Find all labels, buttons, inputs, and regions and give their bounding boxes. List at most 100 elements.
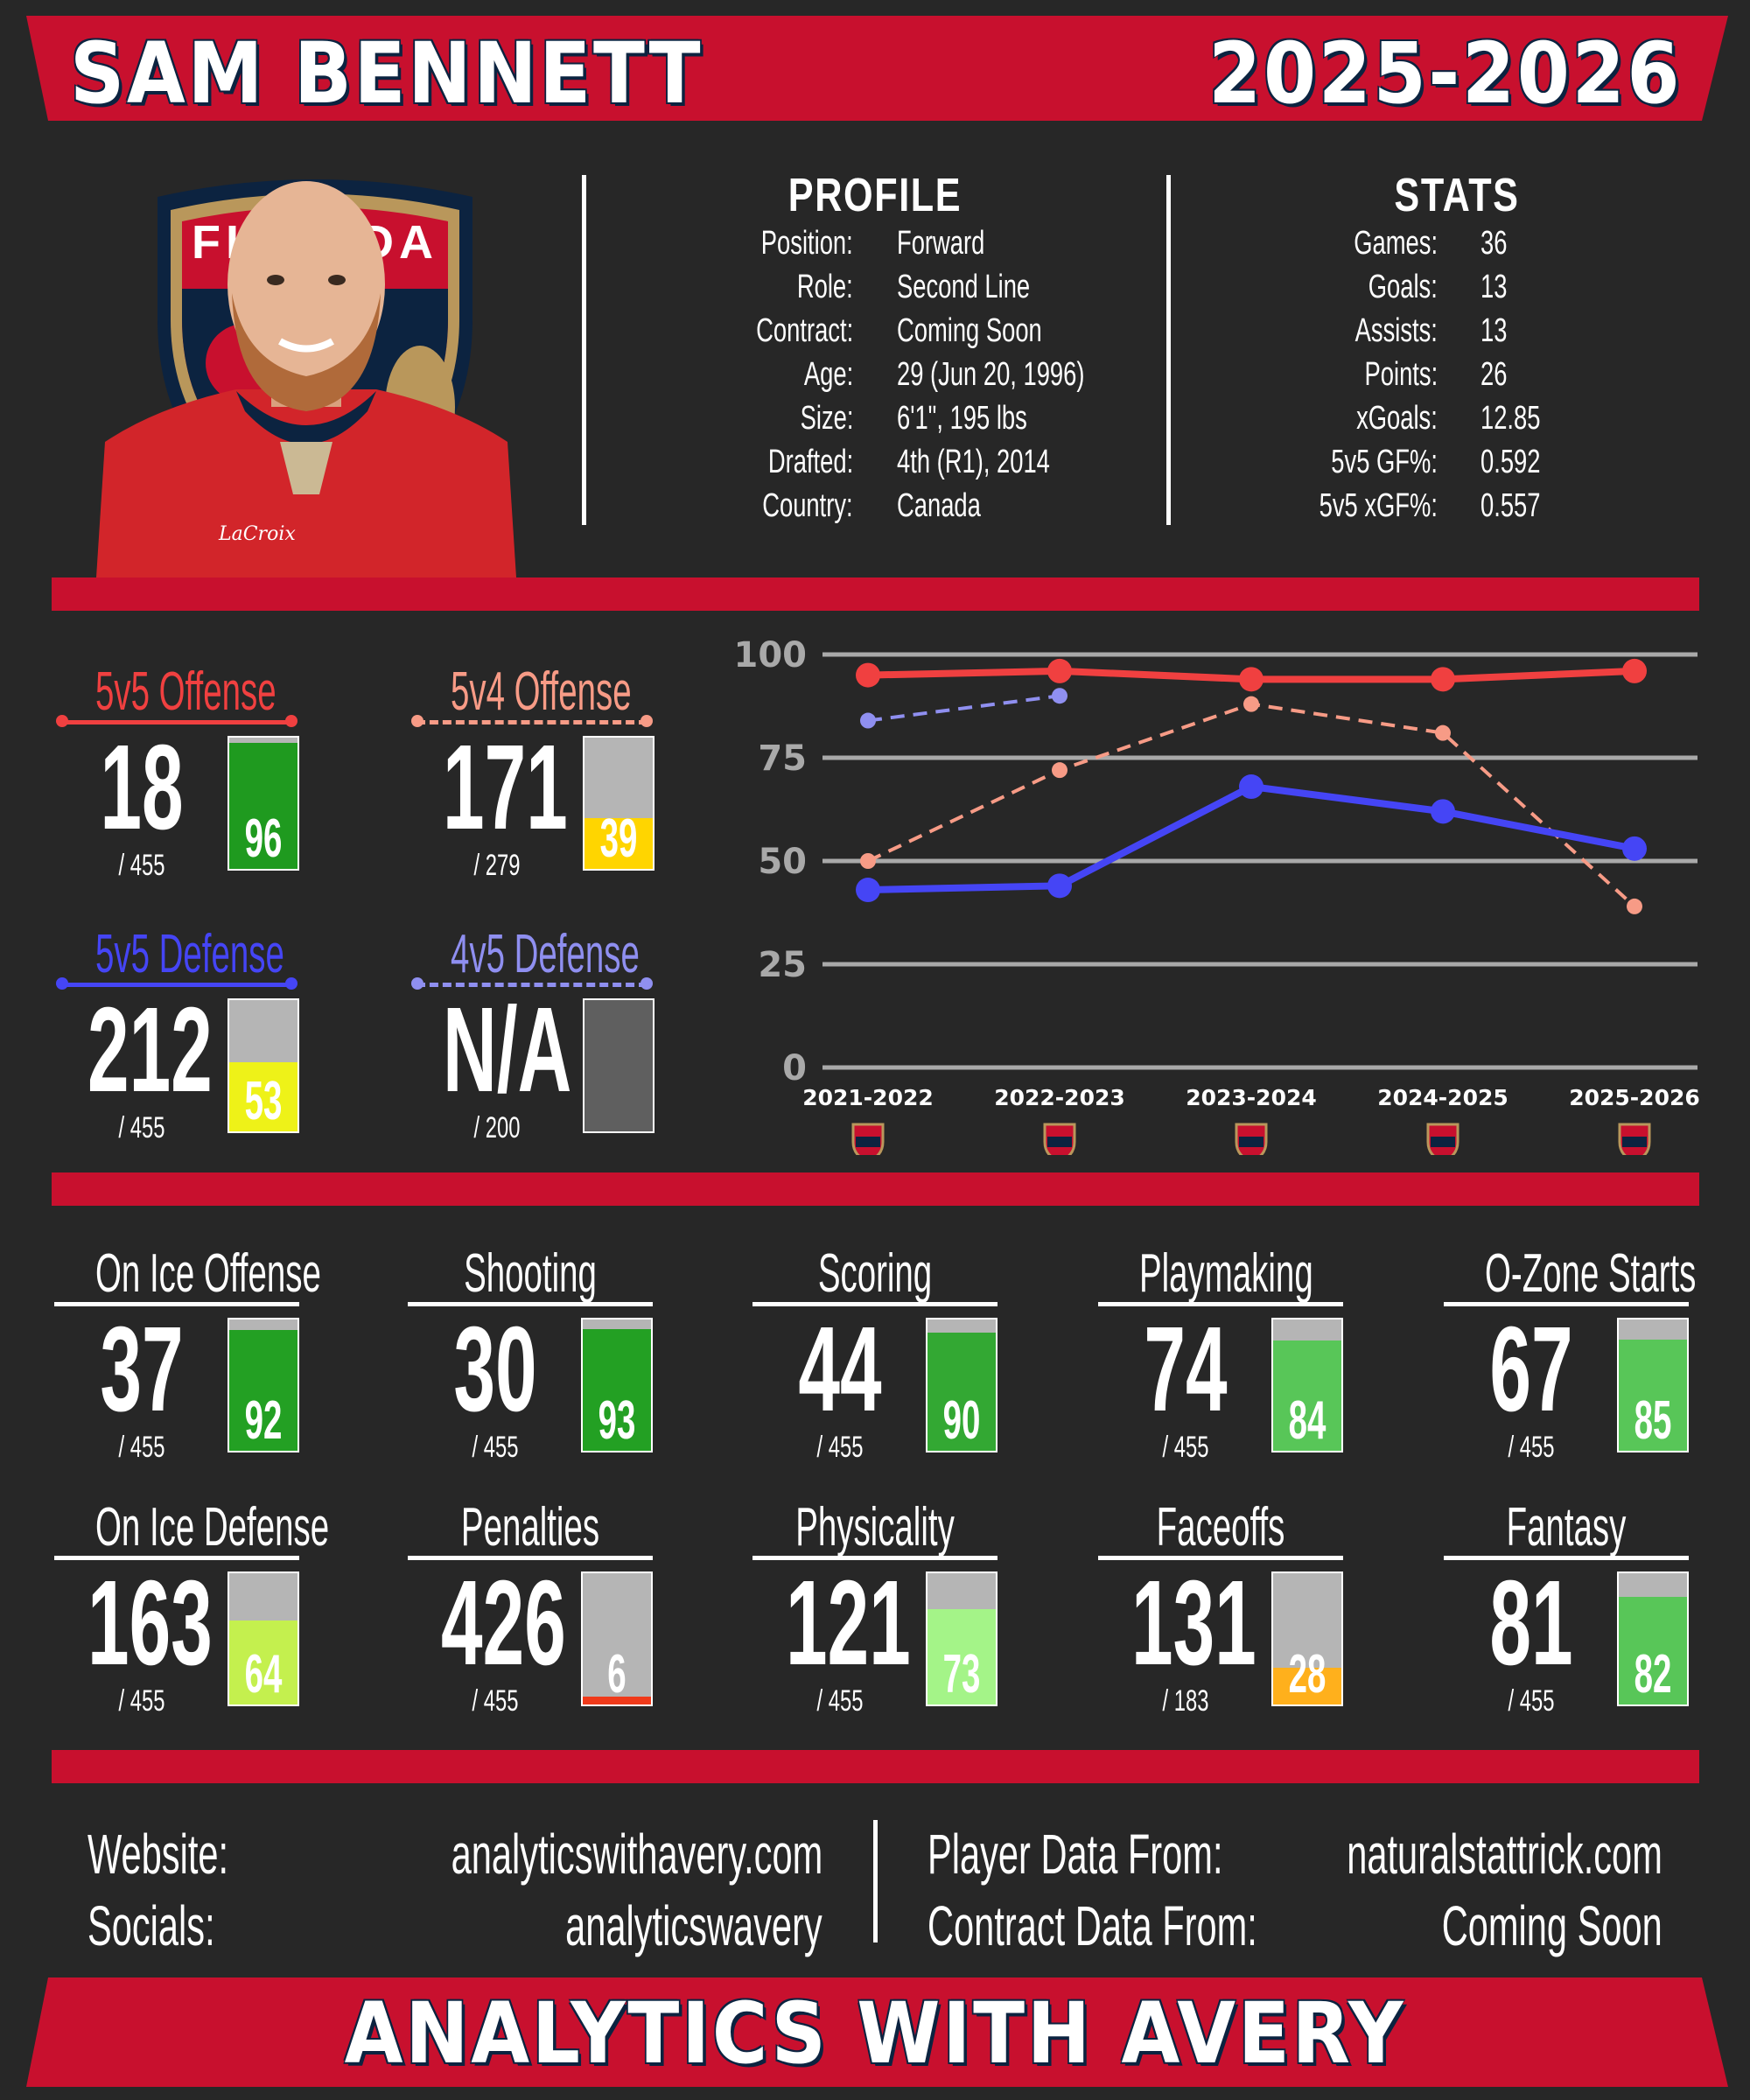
metric-total: / 455 — [816, 1684, 864, 1718]
metric-title: 5v5 Offense — [95, 662, 276, 722]
percentile-fill — [583, 1697, 651, 1704]
metric-title: On Ice Defense — [95, 1497, 330, 1558]
stats-label: Points: — [1364, 356, 1438, 393]
percentile-bar: 96 — [228, 736, 299, 871]
metric-total: / 455 — [1162, 1431, 1209, 1464]
stats-value: 13 — [1480, 269, 1508, 305]
percentile-bar: 82 — [1617, 1572, 1689, 1706]
metric-card: Physicality 121/ 455 73 — [752, 1496, 1006, 1724]
y-tick-label: 25 — [758, 945, 807, 985]
stats-label: xGoals: — [1356, 400, 1438, 437]
metric-card: Shooting 30/ 455 93 — [408, 1242, 662, 1470]
data-point — [860, 853, 876, 869]
profile-label: Drafted: — [767, 444, 853, 480]
data-point — [1627, 898, 1642, 914]
percentile-fill — [583, 1328, 651, 1451]
percentile-value: 92 — [244, 1390, 283, 1451]
stats-label: Games: — [1354, 225, 1438, 262]
percentile-value: 73 — [942, 1644, 981, 1704]
percentile-bar: 92 — [228, 1318, 299, 1452]
stats-value: 26 — [1480, 356, 1508, 393]
percentile-value: 90 — [942, 1390, 981, 1451]
stats-value: 36 — [1480, 225, 1508, 262]
metric-rank: 163 — [88, 1556, 213, 1690]
percentile-bar: 73 — [926, 1572, 998, 1706]
underline-dot — [285, 977, 298, 990]
stats-label: 5v5 GF%: — [1331, 444, 1438, 480]
website-link[interactable]: analyticswithavery.com — [451, 1823, 822, 1886]
percentile-fill — [229, 1061, 298, 1131]
metric-rank: 131 — [1131, 1556, 1256, 1690]
percentile-value: 96 — [244, 808, 283, 869]
percentile-value: 6 — [607, 1644, 626, 1704]
player-data-label: Player Data From: — [928, 1823, 1223, 1886]
percentile-value: 93 — [598, 1390, 636, 1451]
metric-total: / 455 — [118, 1684, 165, 1718]
stats-label: 5v5 xGF%: — [1319, 487, 1438, 524]
brand-title: ANALYTICS WITH AVERY — [344, 1984, 1406, 2082]
percentile-bar: 6 — [581, 1572, 653, 1706]
metric-underline — [416, 983, 648, 987]
profile-value: Coming Soon — [897, 312, 1042, 349]
metric-card: Playmaking 74/ 455 84 — [1098, 1242, 1352, 1470]
data-point — [1622, 658, 1647, 683]
metric-title: On Ice Offense — [95, 1243, 321, 1304]
data-point — [1239, 774, 1264, 800]
divider-right — [1166, 175, 1171, 525]
data-point — [856, 662, 880, 688]
stats-label: Goals: — [1368, 269, 1438, 305]
player-data-source[interactable]: naturalstattrick.com — [1347, 1823, 1662, 1886]
data-point — [1239, 667, 1264, 692]
metric-underline — [752, 1302, 998, 1306]
percentile-fill — [229, 1330, 298, 1451]
profile-label: Contract: — [755, 312, 853, 349]
metric-card: On Ice Defense 163/ 455 64 — [54, 1496, 330, 1724]
percentile-fill — [584, 1000, 653, 1131]
metric-rank: 37 — [100, 1302, 184, 1437]
profile-value: 6'1", 195 lbs — [897, 400, 1027, 437]
metric-title: O-Zone Starts — [1485, 1243, 1697, 1304]
underline-dot — [285, 715, 298, 727]
percentile-history-chart: 0 25 50 75 100 2021-2022 2022-2023 2023-2024 202… — [734, 635, 1700, 1155]
metric-rank: 74 — [1144, 1302, 1228, 1437]
y-tick-label: 75 — [758, 738, 807, 779]
metric-rank: 171 — [443, 720, 568, 855]
percentile-value: 28 — [1288, 1644, 1326, 1704]
season-label: 2025-2026 — [1208, 24, 1682, 122]
headshot: FLORIDA LaCroix — [88, 162, 525, 578]
metric-title: Faceoffs — [1156, 1497, 1285, 1558]
metric-title: 4v5 Defense — [451, 924, 640, 984]
metric-total: / 455 — [118, 1431, 165, 1464]
contract-data-label: Contract Data From: — [928, 1894, 1257, 1957]
metric-title: Physicality — [795, 1497, 955, 1558]
percentile-bar: 28 — [1271, 1572, 1343, 1706]
underline-dot — [411, 977, 424, 990]
profile-value: 29 (Jun 20, 1996) — [897, 356, 1085, 393]
percentile-value: 85 — [1634, 1390, 1672, 1451]
metric-card: Penalties 426/ 455 6 — [408, 1496, 662, 1724]
percentile-fill — [229, 1620, 298, 1704]
data-point — [1052, 688, 1068, 704]
metric-rank: 44 — [798, 1302, 882, 1437]
stats-label: Assists: — [1354, 312, 1438, 349]
percentile-bar: 53 — [228, 998, 299, 1133]
metric-rank: 81 — [1489, 1556, 1573, 1690]
metric-underline — [1098, 1556, 1343, 1560]
metric-card: 5v5 Defense 212/ 455 53 — [54, 923, 308, 1151]
contract-data-source: Coming Soon — [1441, 1894, 1662, 1957]
underline-dot — [640, 977, 653, 990]
x-tick-label: 2021-2022 — [802, 1085, 934, 1110]
metric-underline — [752, 1556, 998, 1560]
data-point — [1435, 724, 1451, 741]
percentile-value: 82 — [1634, 1644, 1672, 1704]
stats-value: 0.592 — [1480, 444, 1541, 480]
metric-total: / 200 — [473, 1111, 521, 1144]
metric-rank: 121 — [786, 1556, 911, 1690]
metric-card: O-Zone Starts 67/ 455 85 — [1444, 1242, 1698, 1470]
percentile-fill — [1619, 1597, 1687, 1704]
footer-divider — [873, 1820, 878, 1942]
profile-label: Age: — [803, 356, 853, 393]
metric-underline — [1098, 1302, 1343, 1306]
socials-handle[interactable]: analyticswavery — [565, 1894, 822, 1957]
metric-title: 5v4 Offense — [451, 662, 632, 722]
